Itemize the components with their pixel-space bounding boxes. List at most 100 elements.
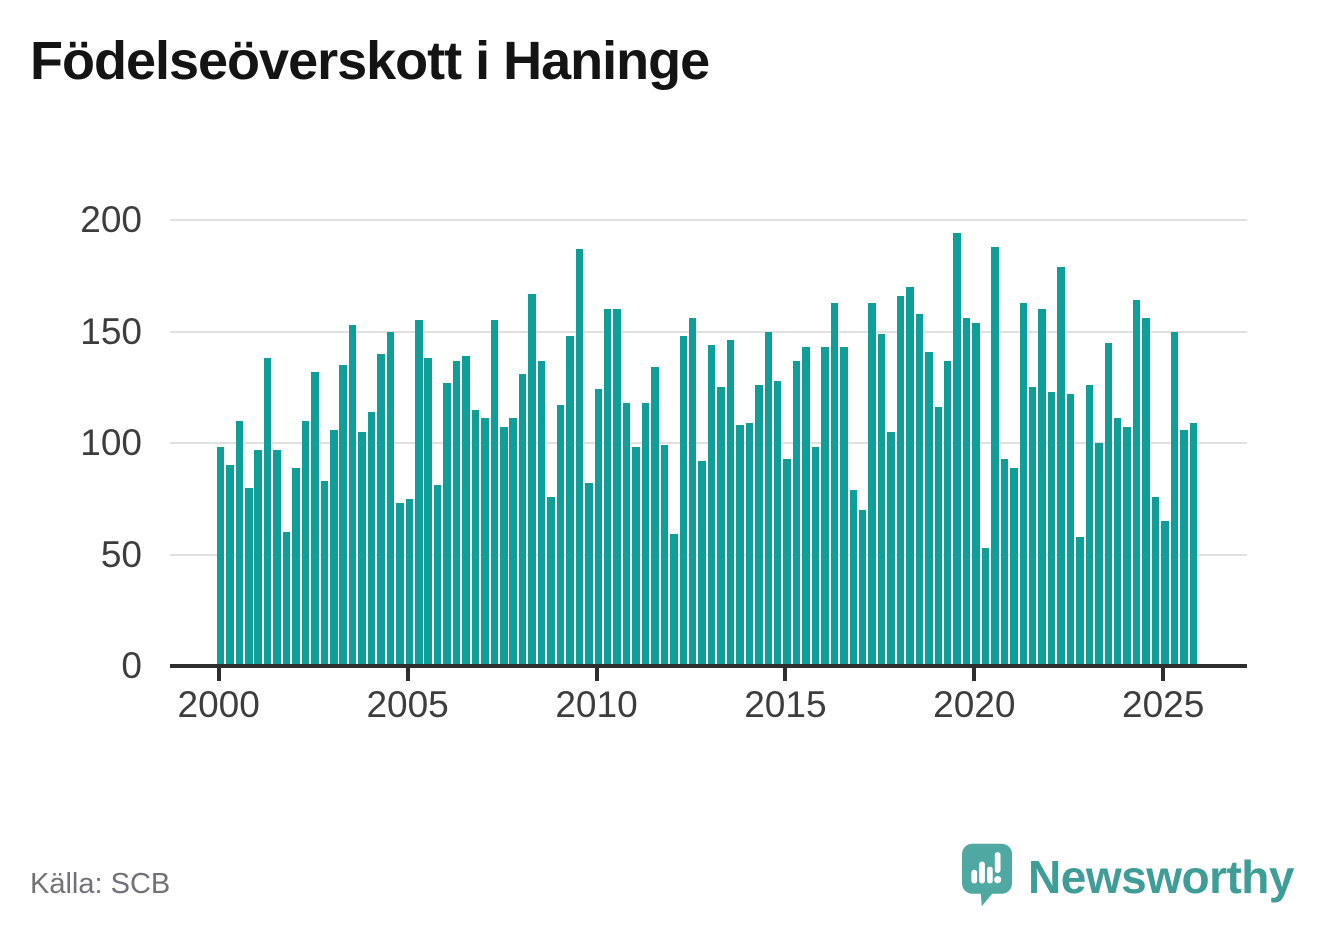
bar-2011-Q2 bbox=[641, 402, 650, 666]
x-tick-2020 bbox=[972, 668, 977, 681]
bar-2015-Q1 bbox=[783, 458, 791, 666]
bar-2002-Q2 bbox=[301, 420, 310, 666]
bar-2007-Q4 bbox=[509, 418, 517, 666]
bar-2023-Q2 bbox=[1095, 443, 1103, 666]
x-tick-label-2005: 2005 bbox=[366, 684, 449, 725]
bar-2016-Q3 bbox=[840, 347, 848, 666]
bar-2013-Q1 bbox=[707, 344, 716, 666]
newsworthy-bubble-chart-icon bbox=[962, 843, 1013, 912]
bar-2025-Q2 bbox=[1170, 331, 1179, 666]
x-axis-line bbox=[170, 664, 1247, 668]
bar-2012-Q2 bbox=[679, 335, 687, 666]
bar-2004-Q1 bbox=[367, 411, 376, 666]
bar-2010-Q3 bbox=[613, 309, 621, 666]
bar-2009-Q3 bbox=[575, 249, 584, 666]
bar-2022-Q3 bbox=[1066, 393, 1075, 666]
bar-2008-Q2 bbox=[528, 293, 536, 666]
bar-2011-Q4 bbox=[660, 445, 669, 666]
bar-2019-Q2 bbox=[943, 360, 952, 666]
bar-2008-Q1 bbox=[518, 373, 527, 666]
bar-2023-Q1 bbox=[1085, 385, 1094, 666]
bar-2009-Q2 bbox=[566, 335, 574, 666]
bar-2020-Q3 bbox=[991, 246, 999, 666]
bar-2006-Q3 bbox=[462, 356, 470, 666]
x-tick-2000 bbox=[216, 668, 221, 681]
bar-2003-Q3 bbox=[348, 324, 357, 666]
bar-2007-Q2 bbox=[490, 320, 499, 666]
bar-2022-Q4 bbox=[1076, 536, 1084, 666]
bar-2007-Q1 bbox=[481, 418, 489, 666]
bar-2013-Q2 bbox=[717, 387, 725, 666]
bar-2003-Q4 bbox=[358, 431, 366, 666]
bar-2005-Q2 bbox=[415, 320, 423, 666]
bar-2009-Q1 bbox=[556, 405, 565, 666]
bar-2010-Q4 bbox=[622, 402, 631, 666]
bar-2004-Q4 bbox=[396, 503, 404, 666]
bar-2000-Q3 bbox=[235, 420, 244, 666]
bar-2001-Q4 bbox=[282, 532, 291, 666]
bar-2009-Q4 bbox=[585, 483, 593, 666]
x-tick-label-2000: 2000 bbox=[177, 684, 260, 725]
bar-2014-Q3 bbox=[764, 331, 772, 666]
bar-2005-Q4 bbox=[433, 485, 442, 666]
y-tick-label-50: 50 bbox=[100, 533, 142, 575]
bar-2004-Q3 bbox=[386, 331, 395, 666]
bar-2002-Q4 bbox=[320, 480, 329, 666]
bar-2020-Q4 bbox=[1000, 458, 1009, 666]
bar-2021-Q3 bbox=[1028, 387, 1037, 666]
bar-2021-Q4 bbox=[1038, 309, 1046, 666]
bar-2001-Q2 bbox=[263, 358, 272, 666]
bar-2006-Q2 bbox=[452, 360, 461, 666]
bar-2021-Q2 bbox=[1019, 302, 1028, 666]
bar-2024-Q4 bbox=[1151, 496, 1160, 666]
bar-2001-Q3 bbox=[273, 449, 281, 666]
bar-2023-Q4 bbox=[1113, 418, 1122, 666]
bar-2007-Q3 bbox=[500, 427, 508, 666]
newsworthy-logo-text: Newsworthy bbox=[1028, 851, 1294, 903]
bar-2024-Q3 bbox=[1142, 318, 1150, 666]
bar-2018-Q4 bbox=[925, 351, 933, 666]
bar-2005-Q3 bbox=[424, 358, 432, 666]
bar-2016-Q2 bbox=[830, 302, 839, 666]
bar-2018-Q3 bbox=[915, 313, 924, 666]
bar-2004-Q2 bbox=[377, 353, 385, 666]
bar-2022-Q2 bbox=[1057, 266, 1065, 666]
bar-2025-Q3 bbox=[1180, 429, 1188, 666]
bar-2014-Q4 bbox=[773, 380, 782, 666]
bar-2016-Q1 bbox=[821, 347, 829, 666]
x-tick-label-2010: 2010 bbox=[555, 684, 638, 725]
bar-2014-Q1 bbox=[745, 422, 754, 666]
bar-2017-Q3 bbox=[877, 333, 886, 666]
bar-2003-Q1 bbox=[330, 429, 338, 666]
bar-2020-Q1 bbox=[972, 322, 980, 666]
bar-2011-Q1 bbox=[632, 447, 640, 666]
bar-2003-Q2 bbox=[339, 364, 347, 666]
bar-2006-Q4 bbox=[471, 409, 480, 666]
bar-2017-Q1 bbox=[858, 509, 867, 666]
y-tick-label-150: 150 bbox=[80, 310, 142, 352]
bar-2019-Q4 bbox=[962, 318, 971, 666]
bar-2018-Q1 bbox=[896, 295, 905, 666]
bar-2002-Q1 bbox=[292, 467, 300, 666]
bar-2005-Q1 bbox=[405, 498, 414, 666]
bar-2008-Q3 bbox=[537, 360, 546, 666]
bar-2000-Q4 bbox=[245, 487, 253, 666]
x-tick-2015 bbox=[783, 668, 788, 681]
bar-2019-Q1 bbox=[934, 407, 943, 666]
bar-2015-Q4 bbox=[811, 447, 820, 666]
bar-2010-Q1 bbox=[594, 389, 602, 666]
bar-2020-Q2 bbox=[981, 547, 990, 666]
y-tick-label-200: 200 bbox=[80, 199, 142, 240]
bar-2012-Q1 bbox=[670, 534, 678, 666]
bar-2001-Q1 bbox=[254, 449, 262, 666]
gridline-200 bbox=[170, 219, 1247, 221]
bar-2024-Q1 bbox=[1123, 427, 1131, 666]
bar-2010-Q2 bbox=[603, 309, 612, 666]
x-tick-label-2020: 2020 bbox=[933, 684, 1016, 725]
bar-2019-Q3 bbox=[953, 233, 961, 666]
bar-2018-Q2 bbox=[906, 286, 914, 666]
x-tick-label-2015: 2015 bbox=[744, 684, 827, 725]
x-tick-2005 bbox=[405, 668, 410, 681]
plot-area bbox=[170, 219, 1247, 666]
